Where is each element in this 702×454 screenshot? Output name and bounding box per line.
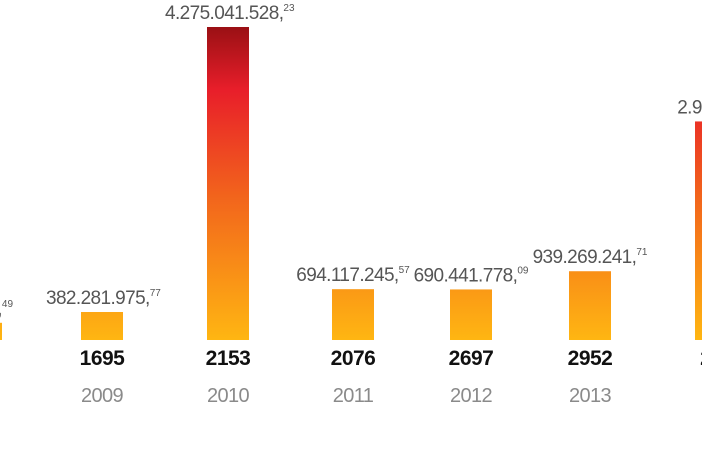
value-label-2011: 694.117.245,57 [296,265,410,286]
value-label-2010: 4.275.041.528,23 [165,3,295,24]
value-label-main: …836, [0,299,2,320]
count-label-2010: 2153 [206,347,251,370]
bar-2011 [332,289,374,340]
value-label-main: 2.985.2… [677,97,702,118]
value-label-2012: 690.441.778,09 [414,265,529,286]
value-label-main: 382.281.975, [46,288,150,309]
year-tick-label-2012: 2012 [450,385,493,407]
value-label-2014: 2.985.2… [677,97,702,118]
value-label-main: 694.117.245, [296,265,398,286]
bar-2012 [450,289,492,340]
value-label-decimals: 71 [636,247,648,258]
count-label-2009: 1695 [80,347,126,370]
value-label-main: 939.269.241, [533,247,637,268]
value-label-decimals: 77 [150,288,162,299]
value-label-decimals: 49 [2,299,14,310]
year-tick-label-2011: 2011 [333,385,374,407]
bar-2008 [0,322,2,340]
value-label-decimals: 57 [399,265,411,276]
value-label-decimals: 09 [517,265,529,276]
labels-layer: …836,49…0…8382.281.975,77169520094.275.0… [0,3,702,407]
count-label-2011: 2076 [331,347,376,370]
bar-2014 [695,121,702,340]
bar-2013 [569,271,611,340]
count-label-2012: 2697 [449,347,494,370]
bar-2009 [81,312,123,340]
year-tick-label-2010: 2010 [207,385,250,407]
bars-layer [0,27,702,340]
count-label-2013: 2952 [568,347,613,370]
value-label-2008: …836,49 [0,299,13,320]
count-label-2014: 2… [700,347,702,370]
year-tick-label-2013: 2013 [569,385,612,407]
value-label-2009: 382.281.975,77 [46,288,161,309]
value-label-2013: 939.269.241,71 [533,247,648,268]
year-tick-label-2009: 2009 [81,385,124,407]
value-label-main: 690.441.778, [414,265,518,286]
value-label-decimals: 23 [283,3,295,14]
value-label-main: 4.275.041.528, [165,3,283,24]
bar-2010 [207,27,249,340]
